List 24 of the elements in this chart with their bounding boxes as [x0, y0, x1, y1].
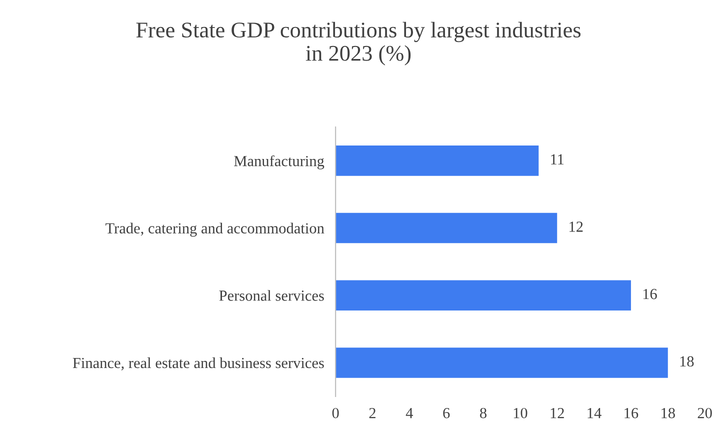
x-tick-label: 14: [588, 408, 602, 418]
bar: [336, 146, 539, 176]
bar: [336, 212, 558, 244]
y-tick-label: Personal services: [219, 290, 324, 301]
x-tick-label: 0: [332, 408, 339, 418]
x-tick-label: 20: [698, 408, 712, 418]
x-tick-label: 10: [514, 408, 528, 418]
data-label: 16: [643, 288, 657, 300]
x-tick-label: 12: [550, 408, 564, 418]
x-tick-label: 4: [406, 408, 413, 418]
data-label: 11: [551, 154, 564, 164]
x-tick-label: 18: [662, 408, 675, 418]
x-tick-label: 2: [369, 408, 376, 418]
data-label: 12: [570, 222, 583, 232]
bar: [336, 280, 631, 311]
y-tick-label: Finance, real estate and business services: [72, 357, 324, 370]
y-tick-label: Manufacturing: [234, 155, 324, 170]
x-tick-label: 6: [443, 408, 450, 418]
bar: [336, 348, 668, 378]
chart-title: Free State GDP contributions by largest industries in 2023 (%): [136, 22, 581, 66]
x-tick-label: 16: [624, 408, 638, 418]
x-tick-label: 8: [480, 408, 486, 418]
data-label: 18: [680, 356, 694, 367]
y-tick-label: Trade, catering and accommodation: [106, 222, 324, 237]
